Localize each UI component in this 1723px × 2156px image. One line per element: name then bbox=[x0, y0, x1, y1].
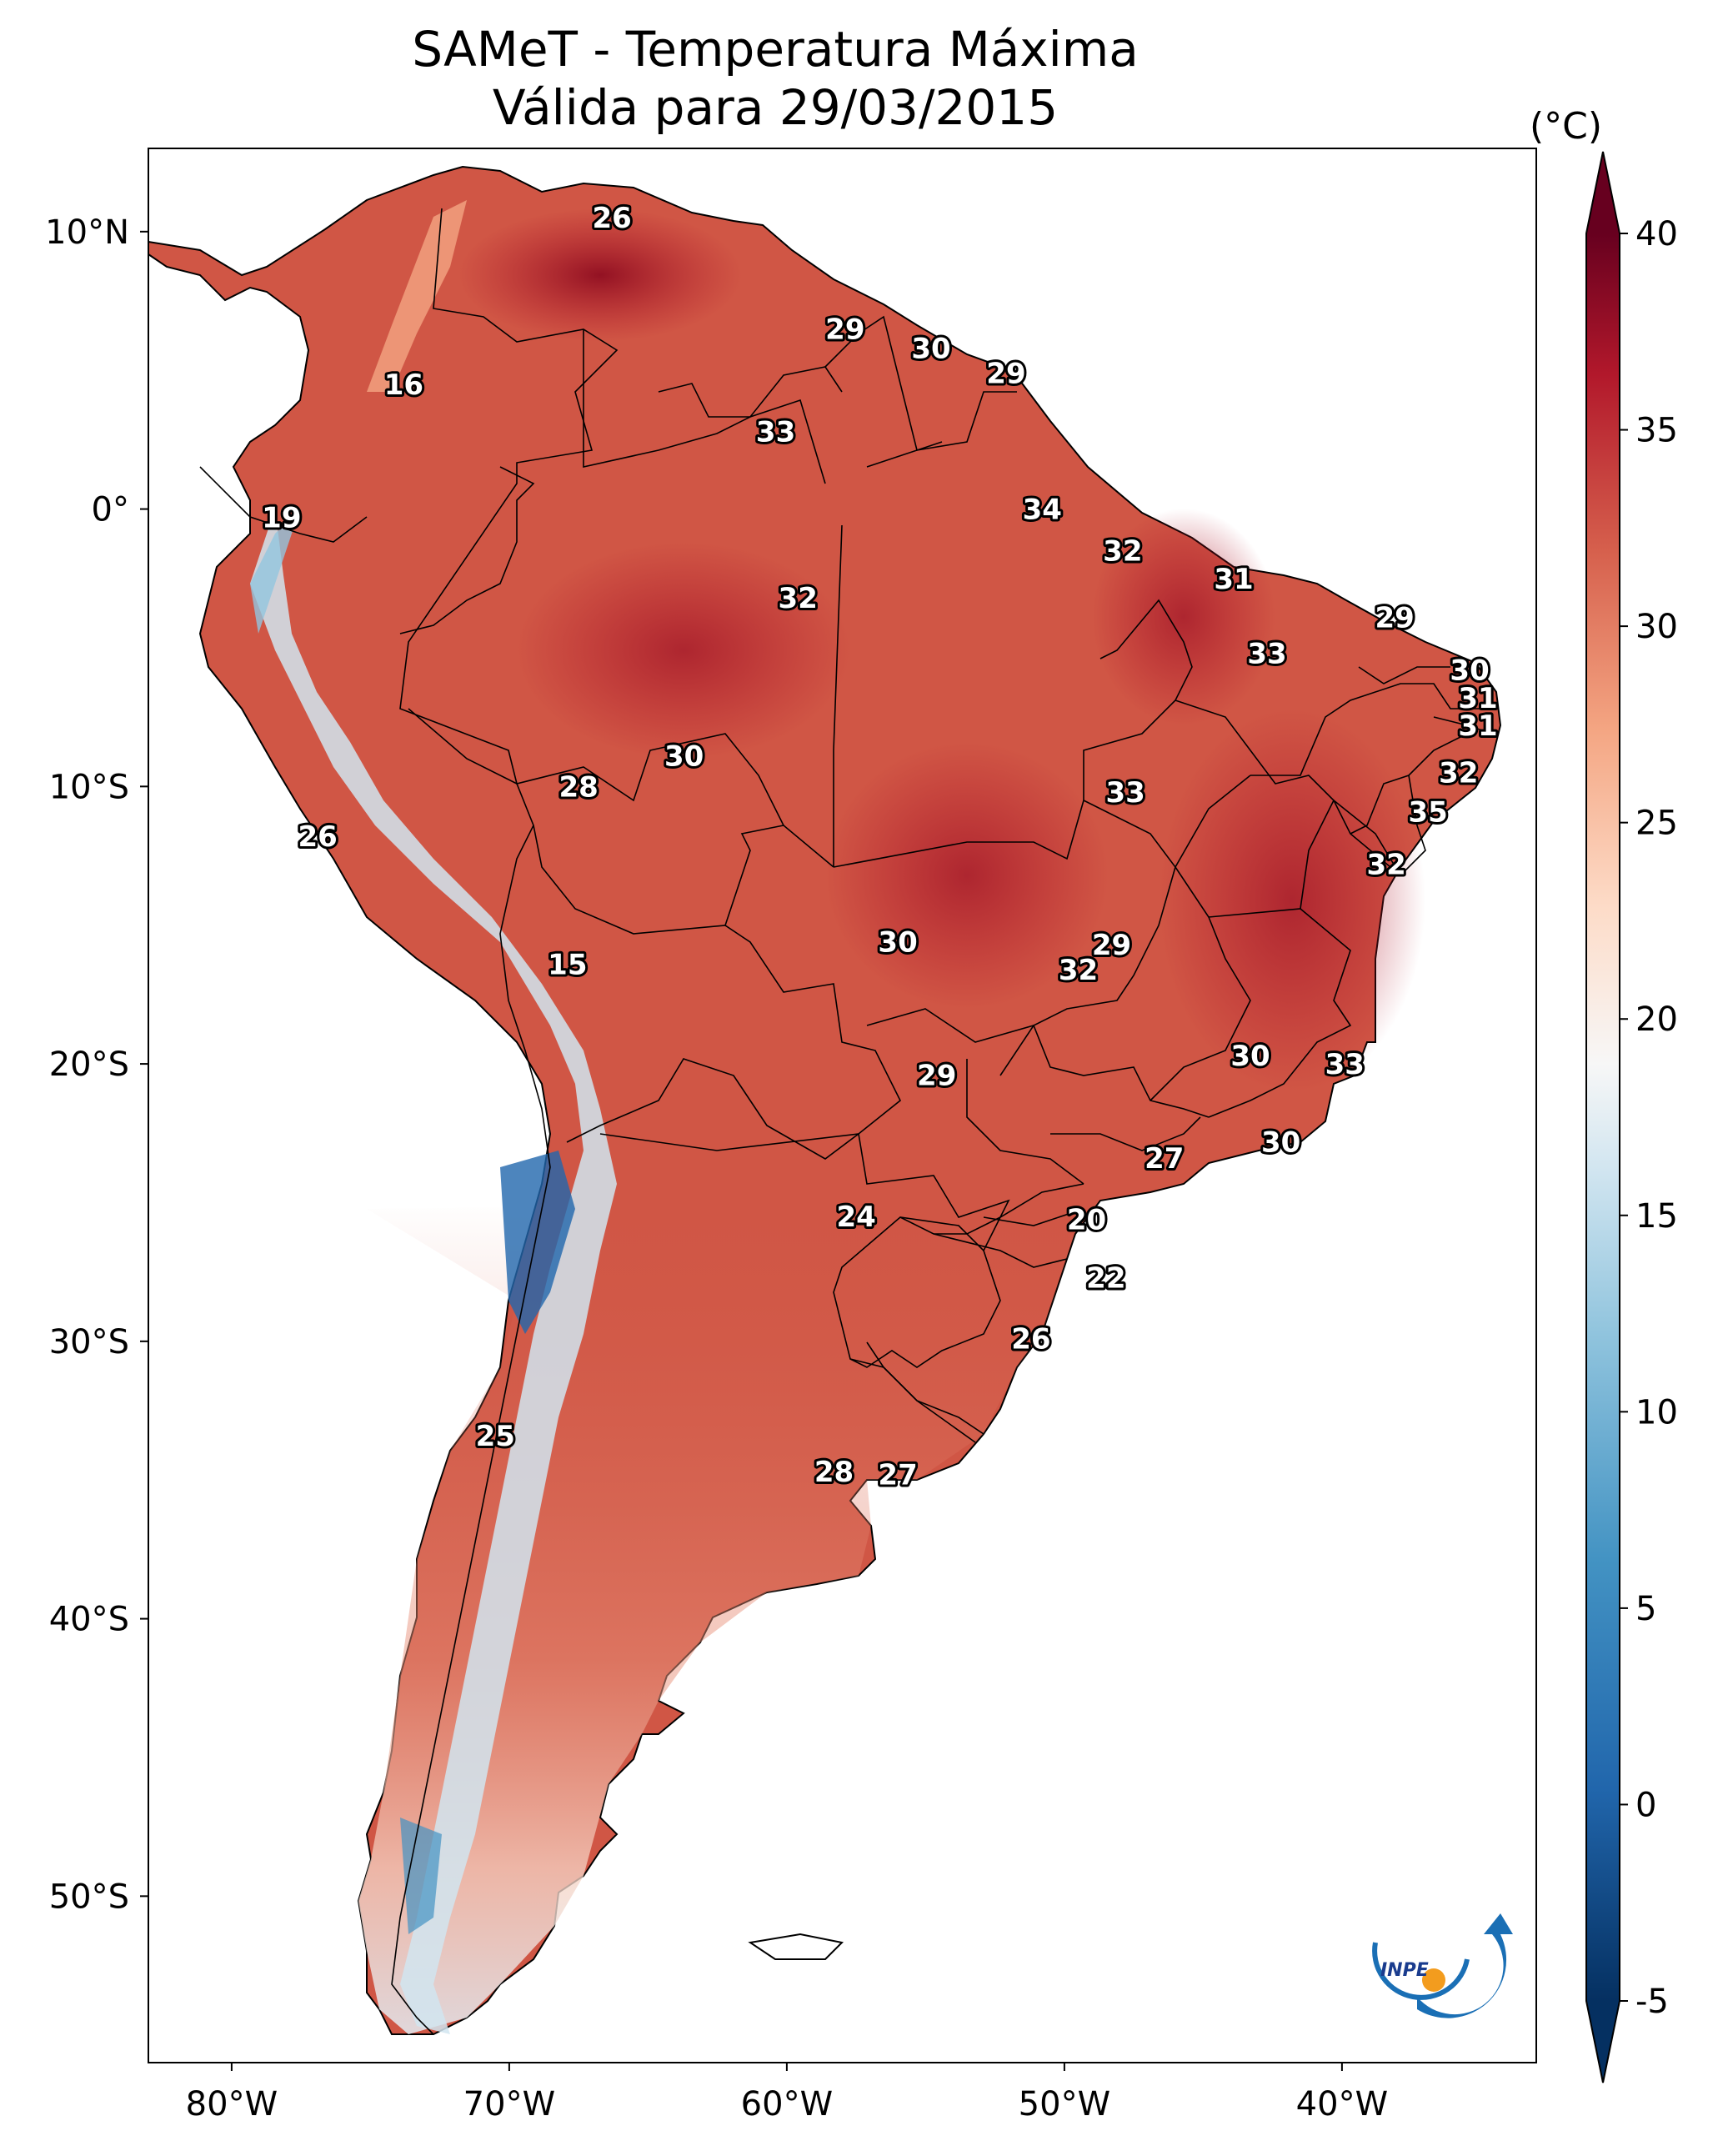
contour-label: 25 bbox=[476, 1420, 515, 1453]
contour-label: 29 bbox=[986, 358, 1025, 391]
colorbar-tick-label: 25 bbox=[1635, 805, 1678, 843]
inpe-logo: INPE bbox=[1372, 1913, 1513, 2018]
contour-label: 33 bbox=[1105, 776, 1144, 810]
lon-tick-label: 50°W bbox=[1019, 2085, 1110, 2123]
contour-label: 24 bbox=[836, 1201, 875, 1234]
colorbar-max-extension bbox=[1586, 152, 1620, 233]
lon-tick-label: 40°W bbox=[1296, 2085, 1388, 2123]
lon-tick-label: 80°W bbox=[186, 2085, 278, 2123]
contour-label: 26 bbox=[1011, 1323, 1050, 1356]
contour-label: 22 bbox=[1086, 1261, 1125, 1295]
contour-label: 29 bbox=[1092, 929, 1131, 962]
lat-tick-label: 10°N bbox=[45, 213, 129, 252]
contour-label: 26 bbox=[592, 202, 631, 235]
colorbar-tick-label: -5 bbox=[1635, 1983, 1669, 2021]
contour-label: 30 bbox=[1261, 1126, 1300, 1159]
contour-label: 27 bbox=[878, 1459, 917, 1492]
colorbar-min-extension bbox=[1586, 2001, 1620, 2083]
contour-label: 32 bbox=[779, 582, 818, 615]
lat-tick-label: 40°S bbox=[49, 1601, 129, 1639]
contour-label: 33 bbox=[756, 415, 795, 449]
contour-label: 33 bbox=[1325, 1048, 1365, 1081]
continent-landmass bbox=[148, 165, 1502, 2035]
colorbar-tick-label: 35 bbox=[1635, 412, 1678, 450]
map-frame bbox=[148, 148, 1537, 2063]
colorbar-tick-label: 20 bbox=[1635, 1000, 1678, 1039]
colorbar-unit: (°C) bbox=[1530, 105, 1603, 148]
contour-label: 31 bbox=[1458, 682, 1497, 715]
lat-tick-label: 10°S bbox=[49, 768, 129, 806]
latitude-axis: 10°N 0° 10°S 20°S 30°S 40°S 50°S bbox=[45, 213, 148, 1916]
lat-tick-label: 20°S bbox=[49, 1045, 129, 1084]
contour-label: 31 bbox=[1458, 709, 1497, 743]
contour-label: 15 bbox=[548, 948, 587, 981]
lat-tick-label: 30°S bbox=[49, 1323, 129, 1361]
contour-label: 32 bbox=[1059, 954, 1098, 987]
longitude-axis: 80°W 70°W 60°W 50°W 40°W bbox=[186, 2063, 1388, 2123]
lon-tick-label: 60°W bbox=[741, 2085, 833, 2123]
colorbar-tick-label: 10 bbox=[1635, 1393, 1678, 1431]
colorbar-tick-label: 30 bbox=[1635, 608, 1678, 646]
chart-subtitle: Válida para 29/03/2015 bbox=[492, 79, 1059, 136]
contour-label: 26 bbox=[298, 820, 337, 854]
chart-title: SAMeT - Temperatura Máxima bbox=[412, 21, 1139, 78]
lat-tick-label: 50°S bbox=[49, 1878, 129, 1916]
contour-label: 35 bbox=[1408, 795, 1447, 829]
country-borders bbox=[199, 208, 1493, 2035]
contour-label: 33 bbox=[1247, 638, 1286, 671]
andes-cold-band bbox=[250, 509, 617, 2034]
contour-label: 20 bbox=[1067, 1203, 1106, 1236]
lon-tick-label: 70°W bbox=[463, 2085, 555, 2123]
colorbar-tick-label: 5 bbox=[1635, 1590, 1656, 1628]
inpe-logo-text: INPE bbox=[1380, 1960, 1429, 1981]
lat-tick-label: 0° bbox=[92, 491, 129, 529]
contour-label: 30 bbox=[911, 333, 950, 366]
contour-label: 28 bbox=[558, 770, 598, 804]
contour-label: 30 bbox=[878, 926, 917, 960]
colorbar-tick-label: 15 bbox=[1635, 1197, 1678, 1236]
contour-label: 32 bbox=[1103, 534, 1142, 568]
contour-label: 32 bbox=[1439, 757, 1478, 790]
contour-label: 30 bbox=[1450, 654, 1489, 688]
contour-label: 29 bbox=[917, 1059, 956, 1092]
contour-label: 34 bbox=[1023, 494, 1062, 527]
colorbar-tick-label: 0 bbox=[1635, 1786, 1656, 1824]
contour-label: 27 bbox=[1144, 1142, 1184, 1176]
contour-label: 32 bbox=[1367, 849, 1406, 882]
colorbar: 40 35 30 25 20 15 10 5 0 -5 bbox=[1585, 151, 1678, 2083]
contour-label: 31 bbox=[1214, 563, 1253, 596]
contour-label: 29 bbox=[1375, 601, 1415, 634]
contour-label: 16 bbox=[384, 369, 423, 402]
contour-label: 19 bbox=[262, 502, 301, 535]
colorbar-tick-label: 40 bbox=[1635, 215, 1678, 253]
contour-label: 30 bbox=[664, 740, 704, 774]
colorbar-ticks: 40 35 30 25 20 15 10 5 0 -5 bbox=[1620, 215, 1678, 2021]
colorbar-bar bbox=[1586, 233, 1620, 2001]
contour-label: 30 bbox=[1230, 1040, 1270, 1073]
contour-label: 28 bbox=[814, 1456, 854, 1489]
contour-label: 29 bbox=[825, 313, 864, 346]
